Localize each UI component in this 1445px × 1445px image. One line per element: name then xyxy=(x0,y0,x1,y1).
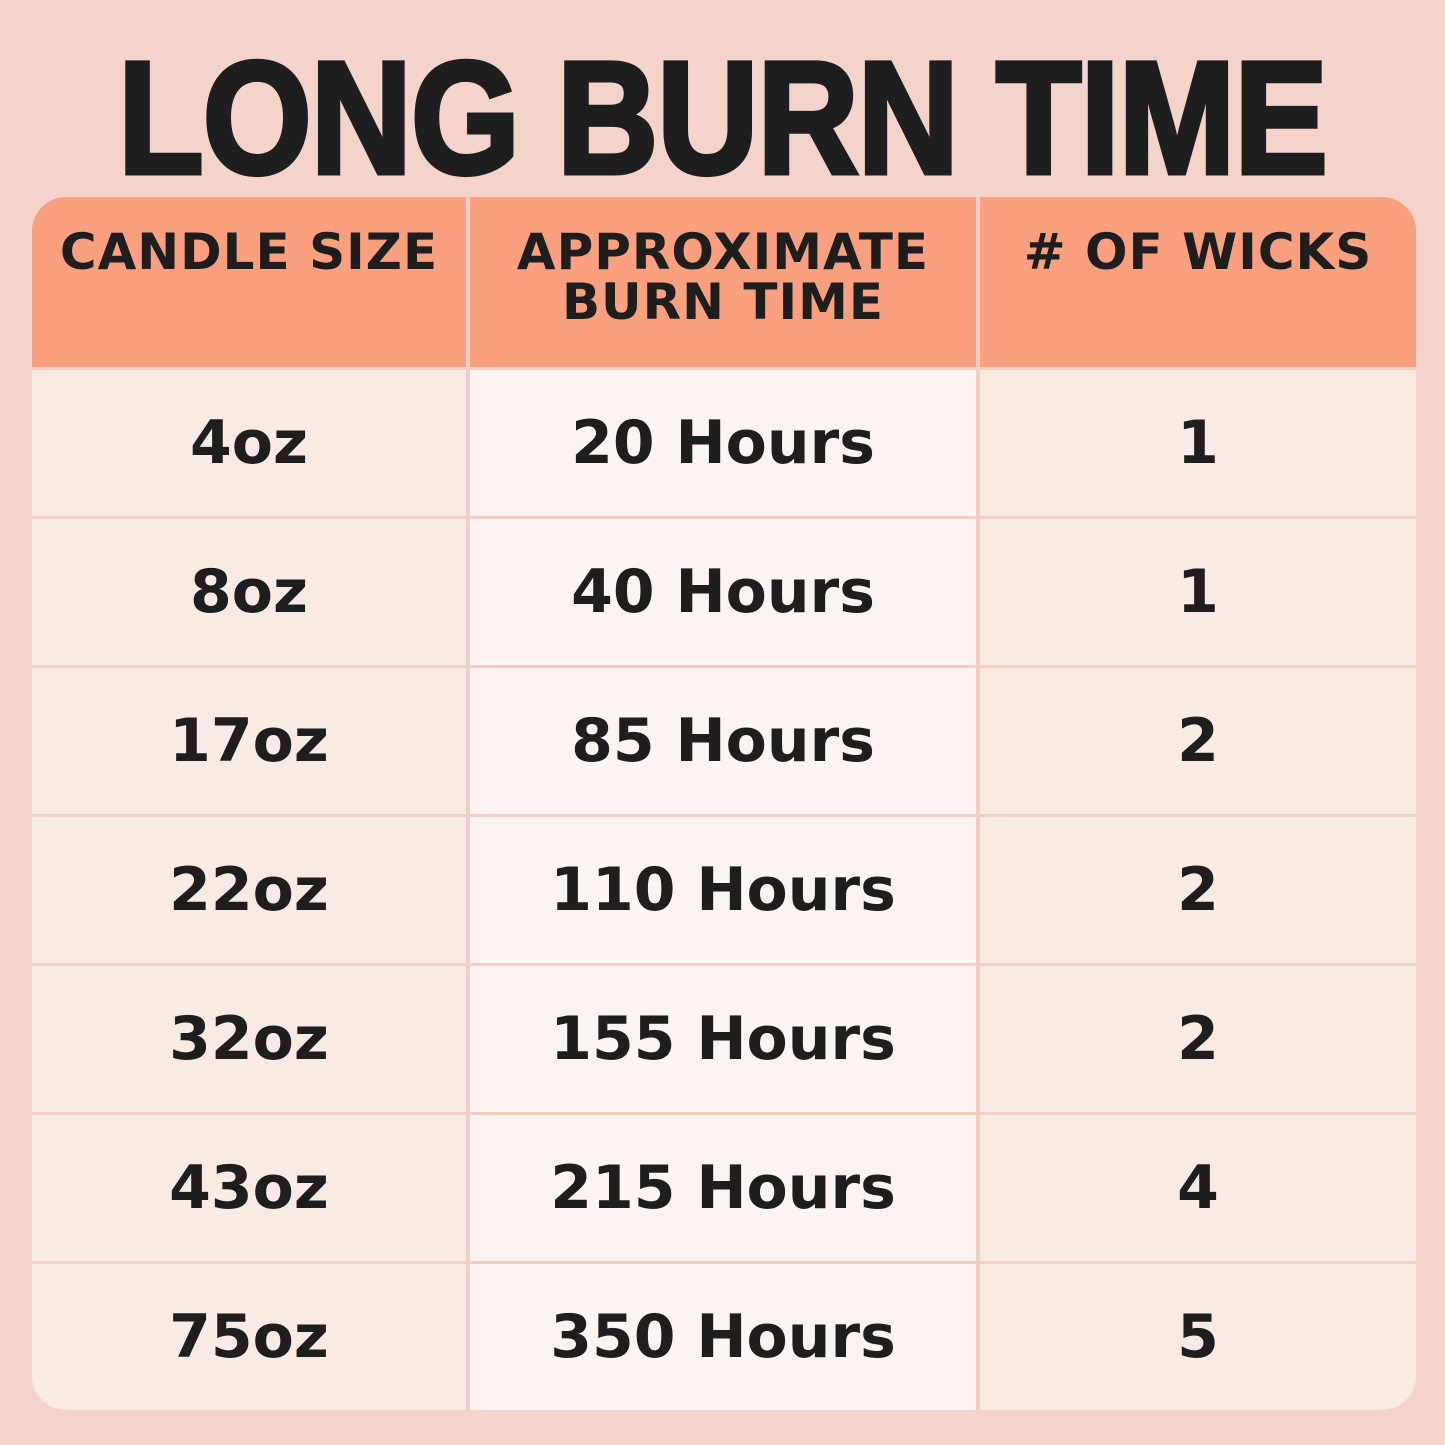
header-candle-size: CANDLE SIZE xyxy=(32,197,466,367)
cell-candle-size: 17oz xyxy=(32,668,466,814)
header-wicks: # OF WICKS xyxy=(980,197,1416,367)
cell-candle-size: 43oz xyxy=(32,1115,466,1261)
cell-wicks: 5 xyxy=(980,1264,1416,1410)
cell-burn-time: 110 Hours xyxy=(470,817,976,963)
cell-burn-time: 215 Hours xyxy=(470,1115,976,1261)
cell-burn-time: 40 Hours xyxy=(470,519,976,665)
cell-candle-size: 32oz xyxy=(32,966,466,1112)
cell-wicks: 4 xyxy=(980,1115,1416,1261)
cell-candle-size: 22oz xyxy=(32,817,466,963)
burn-time-table: CANDLE SIZE APPROXIMATE BURN TIME # OF W… xyxy=(32,197,1416,1410)
cell-wicks: 1 xyxy=(980,370,1416,516)
cell-candle-size: 4oz xyxy=(32,370,466,516)
cell-burn-time: 155 Hours xyxy=(470,966,976,1112)
page-title: LONG BURN TIME xyxy=(116,28,1330,207)
cell-wicks: 2 xyxy=(980,817,1416,963)
cell-wicks: 2 xyxy=(980,966,1416,1112)
cell-wicks: 1 xyxy=(980,519,1416,665)
cell-burn-time: 350 Hours xyxy=(470,1264,976,1410)
cell-burn-time: 85 Hours xyxy=(470,668,976,814)
header-burn-time: APPROXIMATE BURN TIME xyxy=(470,197,976,367)
cell-wicks: 2 xyxy=(980,668,1416,814)
cell-burn-time: 20 Hours xyxy=(470,370,976,516)
cell-candle-size: 75oz xyxy=(32,1264,466,1410)
cell-candle-size: 8oz xyxy=(32,519,466,665)
